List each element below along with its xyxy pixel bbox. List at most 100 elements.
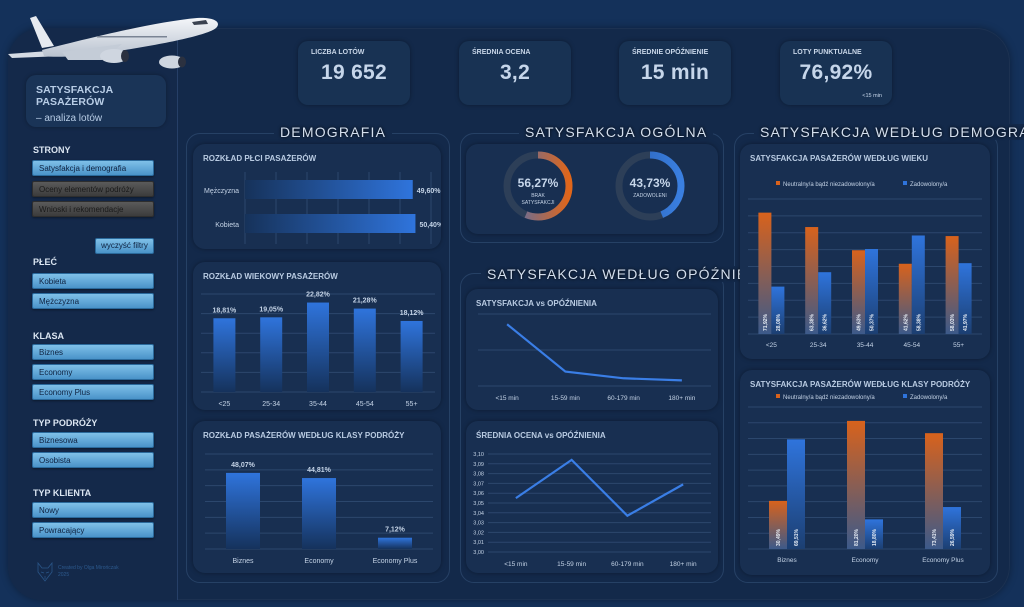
kpi-label: ŚREDNIA OCENA [472,49,531,56]
category-label: 35-44 [857,342,874,349]
category-label: 55+ [406,401,418,408]
bar-neutral [852,250,865,334]
sat-delay-chart: <15 min 15-59 min 60-179 min 180+ min [478,313,711,402]
y-tick-label: 3,03 [473,521,484,527]
category-label: 60-179 min [611,561,644,568]
section-title-wg-demografii: SATYSFAKCJA WEDŁUG DEMOGRAFII [754,124,1024,140]
filter-label-klasa: KLASA [33,331,64,341]
data-label: 21,28% [353,298,378,305]
y-tick-label: 3,01 [473,540,484,546]
data-label: 41,97% [963,313,969,331]
legend-swatch-satisfied [903,394,907,398]
legend-swatch-satisfied [903,181,907,185]
card-sat-class: SATYSFAKCJA PASAŻERÓW WEDŁUG KLASY PODRÓ… [740,370,990,575]
age-chart: 18,81% <25 19,05% 25-34 22,82% 35-44 21,28% 45-… [201,292,435,408]
category-label: 180+ min [670,561,697,568]
card-sat-delay: SATYSFAKCJA vs OPÓŹNIENIA <15 min 15-59 m… [466,289,718,410]
bar [307,302,329,392]
category-label: 35-44 [309,401,327,408]
clear-filters-button[interactable]: wyczyść filtry [95,238,154,254]
bar [260,317,283,392]
y-tick-label: 3,06 [473,491,484,497]
data-label: 58,03% [950,313,956,331]
y-tick-label: 3,04 [473,511,484,517]
filter-osobista[interactable]: Osobista [32,452,154,468]
data-label: 81,20% [854,528,860,546]
filter-biznes[interactable]: Biznes [32,344,154,360]
filter-label-typ-podrozy: TYP PODRÓŻY [33,418,98,428]
bar-neutral [898,263,912,334]
y-tick-label: 3,00 [473,550,484,556]
filter-economy[interactable]: Economy [32,364,154,380]
kpi-value: 19 652 [320,61,388,84]
category-label: 60-179 min [607,395,640,402]
rating-delay-chart: 3,00 3,01 3,02 3,03 3,04 3,05 3,06 3,07 3,08 3,09… [473,452,711,568]
bar-satisfied [911,235,925,334]
category-label: Economy Plus [373,558,418,565]
category-label: Economy [851,557,879,564]
filter-nowy[interactable]: Nowy [32,502,154,518]
dashboard-subtitle: – analiza lotów [36,113,103,124]
wolf-logo-icon [37,562,53,582]
pages-label: STRONY [33,145,71,155]
data-label: 49,63% [857,313,863,331]
card-donuts: 56,27% BRAK SATYSFAKCJI 43,73% ZADOWOLENI [466,144,718,234]
y-tick-label: 3,10 [473,452,484,458]
chart-title: ROZKŁAD PŁCI PASAŻERÓW [203,154,317,163]
legend-label: Zadowolony/a [910,395,948,401]
chart-title: ROZKŁAD WIEKOWY PASAŻERÓW [203,272,338,281]
filter-biznesowa[interactable]: Biznesowa [32,432,154,448]
data-label: 71,92% [763,313,769,331]
kpi-subtext: <15 min [862,93,882,99]
data-label: 50,40% [419,222,441,229]
data-label: 63,38% [810,313,816,331]
bar-satisfied [943,507,961,549]
page-button-satysfakcja[interactable]: Satysfakcja i demografia [32,160,154,176]
bar-neutral [945,236,959,334]
dashboard-title: SATYSFAKCJA PASAŻERÓW [36,84,113,108]
category-label: 45-54 [356,401,374,408]
bar-satisfied [865,249,878,334]
category-label: Economy Plus [922,557,964,564]
page-button-wnioski[interactable]: Wnioski i rekomendacje [32,201,154,217]
category-label: Biznes [777,557,797,564]
filter-label-typ-klienta: TYP KLIENTA [33,488,92,498]
data-label: 48,07% [231,462,256,469]
y-tick-label: 3,09 [473,462,484,468]
bar-neutral [769,500,787,549]
kpi-card-srednia-ocena: ŚREDNIA OCENA 3,2 [459,41,571,105]
bar-neutral [925,433,943,549]
chart-title: ROZKŁAD PASAŻERÓW WEDŁUG KLASY PODRÓŻY [203,431,405,440]
filter-economy-plus[interactable]: Economy Plus [32,384,154,400]
data-label: 73,41% [932,528,938,546]
line-series [506,323,682,382]
filter-kobieta[interactable]: Kobieta [32,273,154,289]
data-label: 36,62% [823,313,829,331]
y-tick-label: 3,08 [473,472,484,478]
data-label: 41,62% [903,313,909,331]
filter-powracajacy[interactable]: Powracający [32,522,154,538]
sat-class-chart: Neutralny/a bądź niezadowolony/a Zadowolo… [748,394,982,564]
bar-neutral [847,420,865,549]
page-button-oceny[interactable]: Oceny elementów podróży [32,181,154,197]
donut-caption: ZADOWOLENI [633,193,667,199]
category-label: Mężczyzna [204,188,239,195]
card-class: ROZKŁAD PASAŻERÓW WEDŁUG KLASY PODRÓŻY 4… [193,421,441,573]
bar-satisfied [818,272,832,334]
kpi-card-srednie-opoznienie: ŚREDNIE OPÓŹNIENIE 15 min [619,41,731,105]
bar [302,478,336,549]
credit-year: 2025 [58,572,70,578]
bar-satisfied [771,286,785,334]
data-label: 50,37% [870,313,876,331]
class-chart: 48,07% Biznes 44,81% Economy 7,12% Economy Pl… [205,453,433,565]
data-label: 18,80% [872,528,878,546]
filter-mezczyzna[interactable]: Mężczyzna [32,293,154,309]
chart-title: SATYSFAKCJA PASAŻERÓW WEDŁUG WIEKU [750,154,929,163]
bar-kobieta [245,214,416,233]
data-label: 18,12% [400,310,425,317]
credit: Created by Olga Mirończak 2025 [36,562,119,582]
data-label: 7,12% [385,527,406,534]
kpi-value: 76,92% [799,61,873,84]
kpi-card-liczba-lotow: LICZBA LOTÓW 19 652 [298,41,410,105]
kpi-label: LICZBA LOTÓW [311,49,365,56]
